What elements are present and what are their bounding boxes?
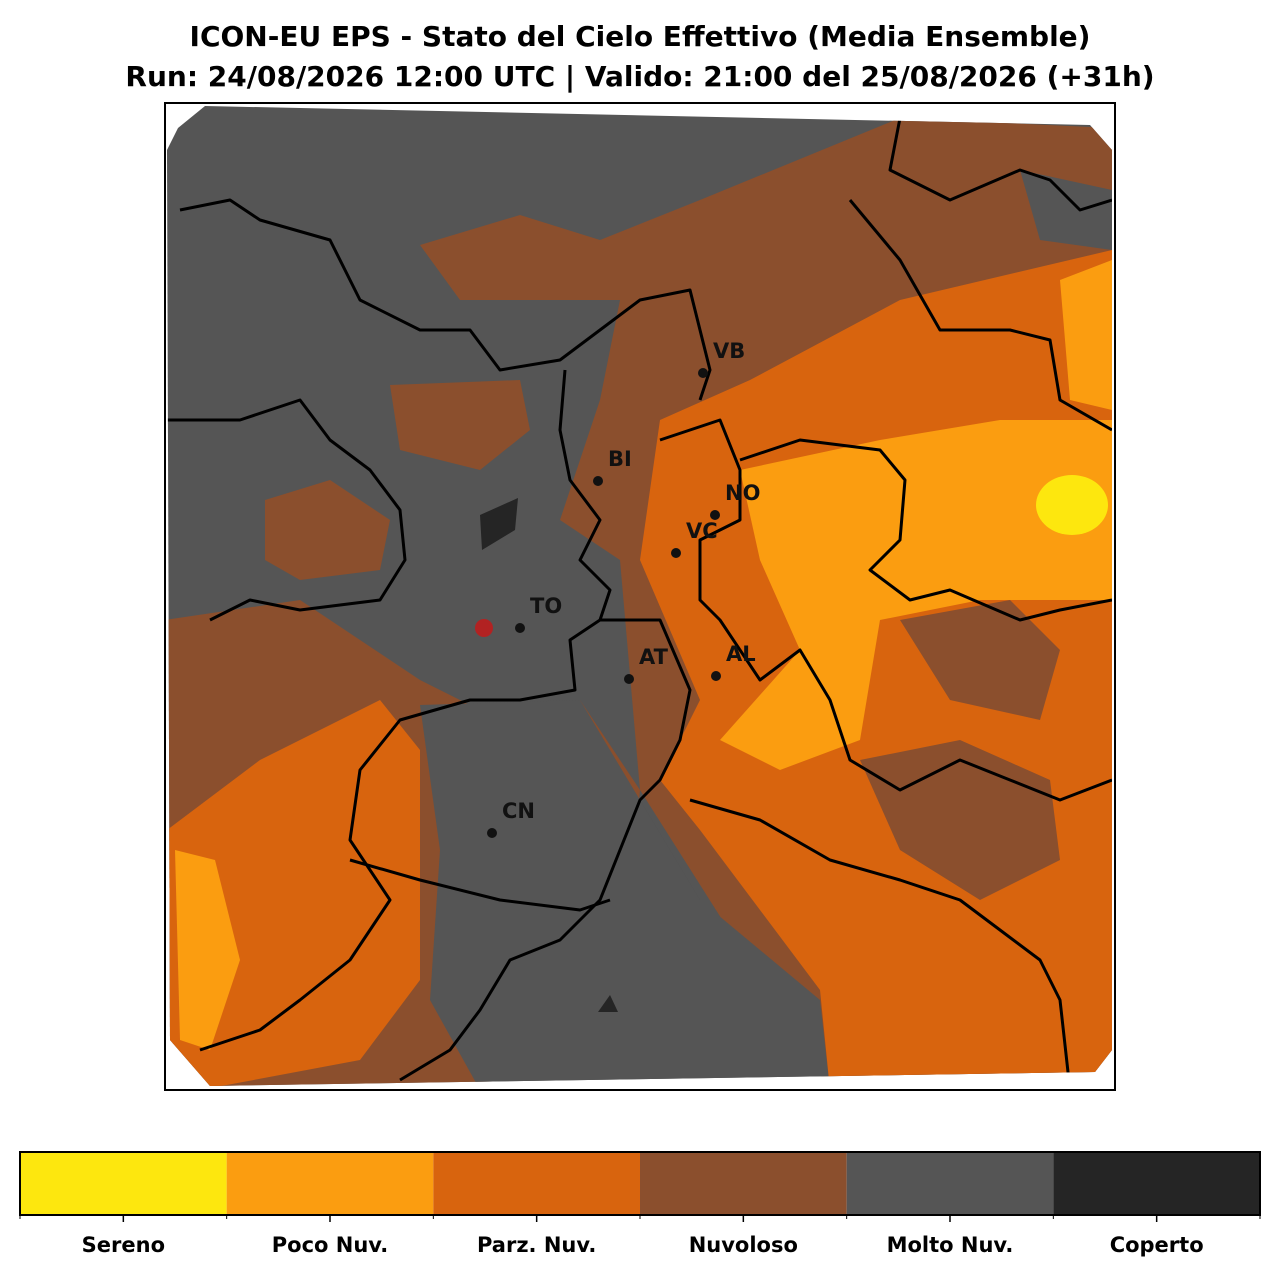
city-dot (698, 368, 708, 378)
city-label: AL (726, 642, 756, 666)
colorbar-swatch (846, 1152, 1054, 1215)
colorbar-swatch (226, 1152, 434, 1215)
city-label: TO (530, 594, 562, 618)
city-dot (624, 674, 634, 684)
city-dot (711, 671, 721, 681)
city-label: VB (713, 339, 745, 363)
location-marker (475, 619, 493, 637)
colorbar-swatch (433, 1152, 640, 1215)
city-dot (710, 510, 720, 520)
colorbar-swatch (640, 1152, 847, 1215)
city-dot (671, 548, 681, 558)
city-dot (515, 623, 525, 633)
city-dot (487, 828, 497, 838)
subtitle: Run: 24/08/2026 12:00 UTC | Valido: 21:0… (125, 60, 1154, 93)
city-label: AT (639, 645, 669, 669)
city-dot (593, 476, 603, 486)
colorbar-label: Coperto (1110, 1233, 1204, 1257)
colorbar-swatch (20, 1152, 227, 1215)
colorbar-label: Parz. Nuv. (477, 1233, 596, 1257)
title: ICON-EU EPS - Stato del Cielo Effettivo … (190, 20, 1091, 53)
colorbar-swatch (1053, 1152, 1260, 1215)
colorbar-frame (19, 1151, 1261, 1216)
colorbar-label: Poco Nuv. (272, 1233, 388, 1257)
colorbar-label: Sereno (82, 1233, 165, 1257)
colorbar-label: Nuvoloso (689, 1233, 798, 1257)
colorbar-label: Molto Nuv. (887, 1233, 1014, 1257)
city-label: BI (608, 447, 632, 471)
city-label: CN (502, 799, 535, 823)
map-frame (164, 102, 1116, 1091)
city-label: VC (686, 519, 718, 543)
city-label: NO (725, 481, 760, 505)
map-field (167, 106, 1112, 1086)
